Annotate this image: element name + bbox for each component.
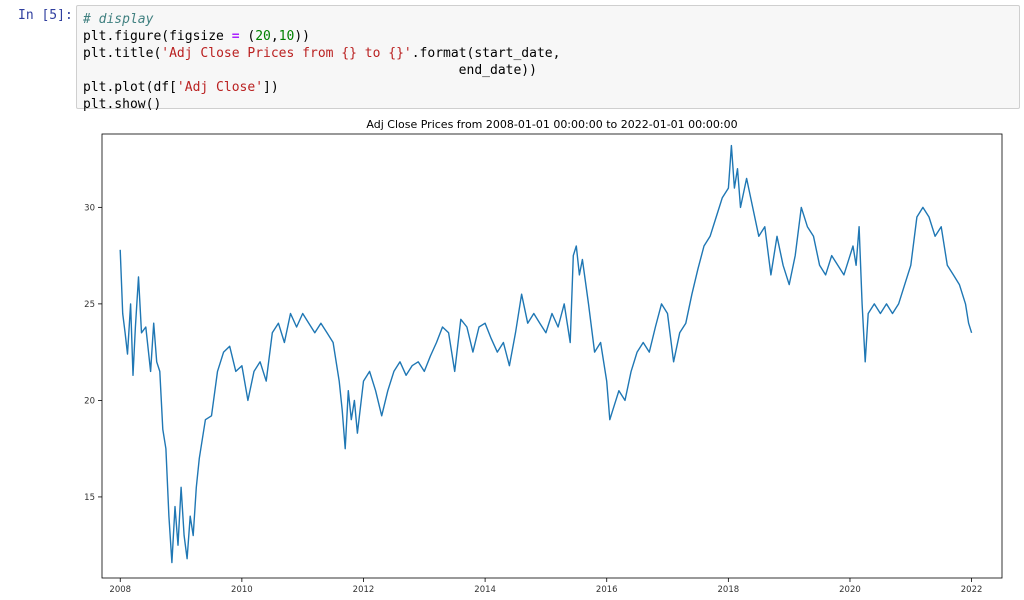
y-tick-label: 30 bbox=[84, 203, 95, 213]
y-tick-label: 15 bbox=[84, 493, 95, 503]
x-tick-label: 2018 bbox=[718, 585, 740, 595]
cell-output: Adj Close Prices from 2008-01-01 00:00:0… bbox=[76, 112, 1020, 600]
code-line-5: plt.plot(df['Adj Close']) bbox=[83, 80, 279, 95]
code-line-6: plt.show() bbox=[83, 97, 162, 112]
x-tick-label: 2022 bbox=[961, 585, 983, 595]
plot-frame bbox=[101, 133, 1003, 579]
x-tick-label: 2014 bbox=[474, 585, 496, 595]
code-line-4: end_date)) bbox=[83, 63, 537, 78]
cell-prompt: In [5]: bbox=[18, 8, 73, 23]
code-editor[interactable]: # display plt.figure(figsize = (20,10)) … bbox=[77, 6, 1019, 113]
chart-title: Adj Close Prices from 2008-01-01 00:00:0… bbox=[366, 118, 737, 131]
y-tick-label: 25 bbox=[84, 300, 95, 310]
code-cell-input[interactable]: # display plt.figure(figsize = (20,10)) … bbox=[76, 5, 1020, 112]
code-line-3: plt.title('Adj Close Prices from {} to {… bbox=[83, 46, 561, 61]
x-tick-label: 2008 bbox=[109, 585, 131, 595]
x-tick-label: 2010 bbox=[231, 585, 253, 595]
line-chart: Adj Close Prices from 2008-01-01 00:00:0… bbox=[84, 118, 1003, 595]
y-tick-label: 20 bbox=[84, 396, 95, 406]
code-line-2: plt.figure(figsize = (20,10)) bbox=[83, 29, 310, 44]
x-tick-label: 2012 bbox=[353, 585, 375, 595]
series-line-adj-close bbox=[119, 144, 973, 564]
x-tick-label: 2020 bbox=[839, 585, 861, 595]
code-comment: # display bbox=[83, 12, 154, 27]
x-tick-label: 2016 bbox=[596, 585, 618, 595]
